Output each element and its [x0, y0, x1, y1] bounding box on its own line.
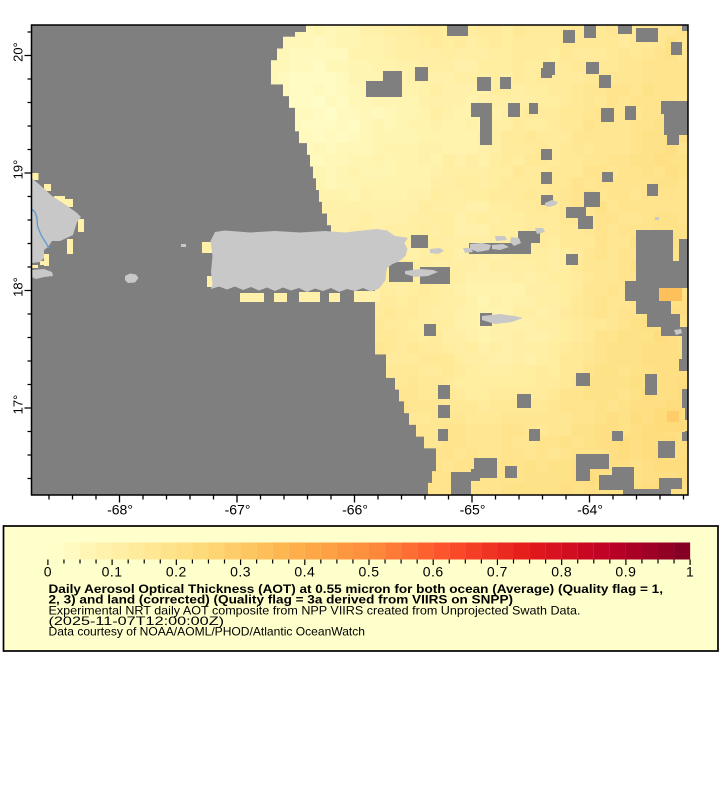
svg-text:-66°: -66°: [342, 502, 368, 518]
svg-text:17°: 17°: [11, 395, 26, 415]
svg-text:0.4: 0.4: [294, 564, 315, 580]
svg-text:(2025-11-07T12:00:00Z): (2025-11-07T12:00:00Z): [49, 614, 225, 628]
svg-text:0.2: 0.2: [166, 564, 187, 580]
svg-text:-64°: -64°: [577, 502, 603, 518]
svg-text:18°: 18°: [11, 277, 26, 297]
svg-text:-65°: -65°: [460, 502, 486, 518]
svg-text:0.5: 0.5: [359, 564, 380, 580]
svg-text:0.1: 0.1: [102, 564, 123, 580]
svg-text:0.6: 0.6: [423, 564, 444, 580]
svg-text:0: 0: [44, 564, 52, 580]
svg-text:19°: 19°: [10, 160, 25, 180]
svg-text:0.9: 0.9: [615, 564, 636, 580]
svg-text:Data courtesy of NOAA/AOML/PHO: Data courtesy of NOAA/AOML/PHOD/Atlantic…: [49, 625, 366, 639]
svg-text:Daily Aerosol Optical Thicknes: Daily Aerosol Optical Thickness (AOT) at…: [49, 582, 664, 596]
svg-text:0.3: 0.3: [230, 564, 251, 580]
svg-text:20°: 20°: [11, 42, 26, 62]
svg-text:1: 1: [686, 564, 694, 580]
svg-text:0.7: 0.7: [487, 564, 508, 580]
svg-text:-68°: -68°: [107, 502, 133, 518]
svg-text:Experimental NRT daily AOT com: Experimental NRT daily AOT composite fro…: [49, 604, 581, 618]
svg-text:2, 3) and land (corrected) (Qu: 2, 3) and land (corrected) (Quality flag…: [49, 593, 514, 607]
svg-text:0.8: 0.8: [551, 564, 572, 580]
svg-text:-67°: -67°: [225, 502, 251, 518]
